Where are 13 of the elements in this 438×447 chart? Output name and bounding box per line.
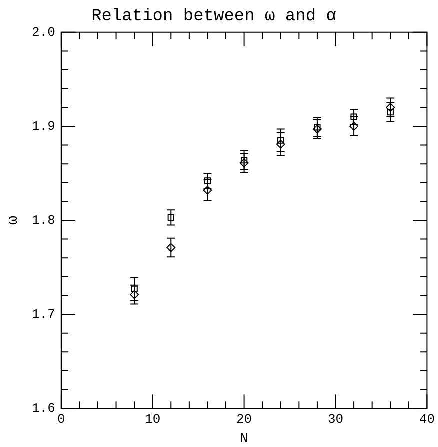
y-tick-label: 1.8 xyxy=(32,212,56,228)
x-tick-label: 0 xyxy=(58,412,66,427)
y-axis-title: ω xyxy=(4,216,22,226)
x-tick-label: 20 xyxy=(236,412,252,427)
x-axis-title: N xyxy=(240,431,249,447)
y-tick-label: 1.6 xyxy=(32,401,56,416)
x-tick-label: 30 xyxy=(328,412,344,427)
y-tick-label: 1.9 xyxy=(32,118,56,134)
x-tick-label: 40 xyxy=(419,412,436,427)
y-tick-label: 2.0 xyxy=(32,24,56,40)
chart-title: Relation between ω and α xyxy=(92,8,336,27)
y-tick-label: 1.7 xyxy=(32,306,56,322)
x-tick-label: 10 xyxy=(145,412,161,427)
